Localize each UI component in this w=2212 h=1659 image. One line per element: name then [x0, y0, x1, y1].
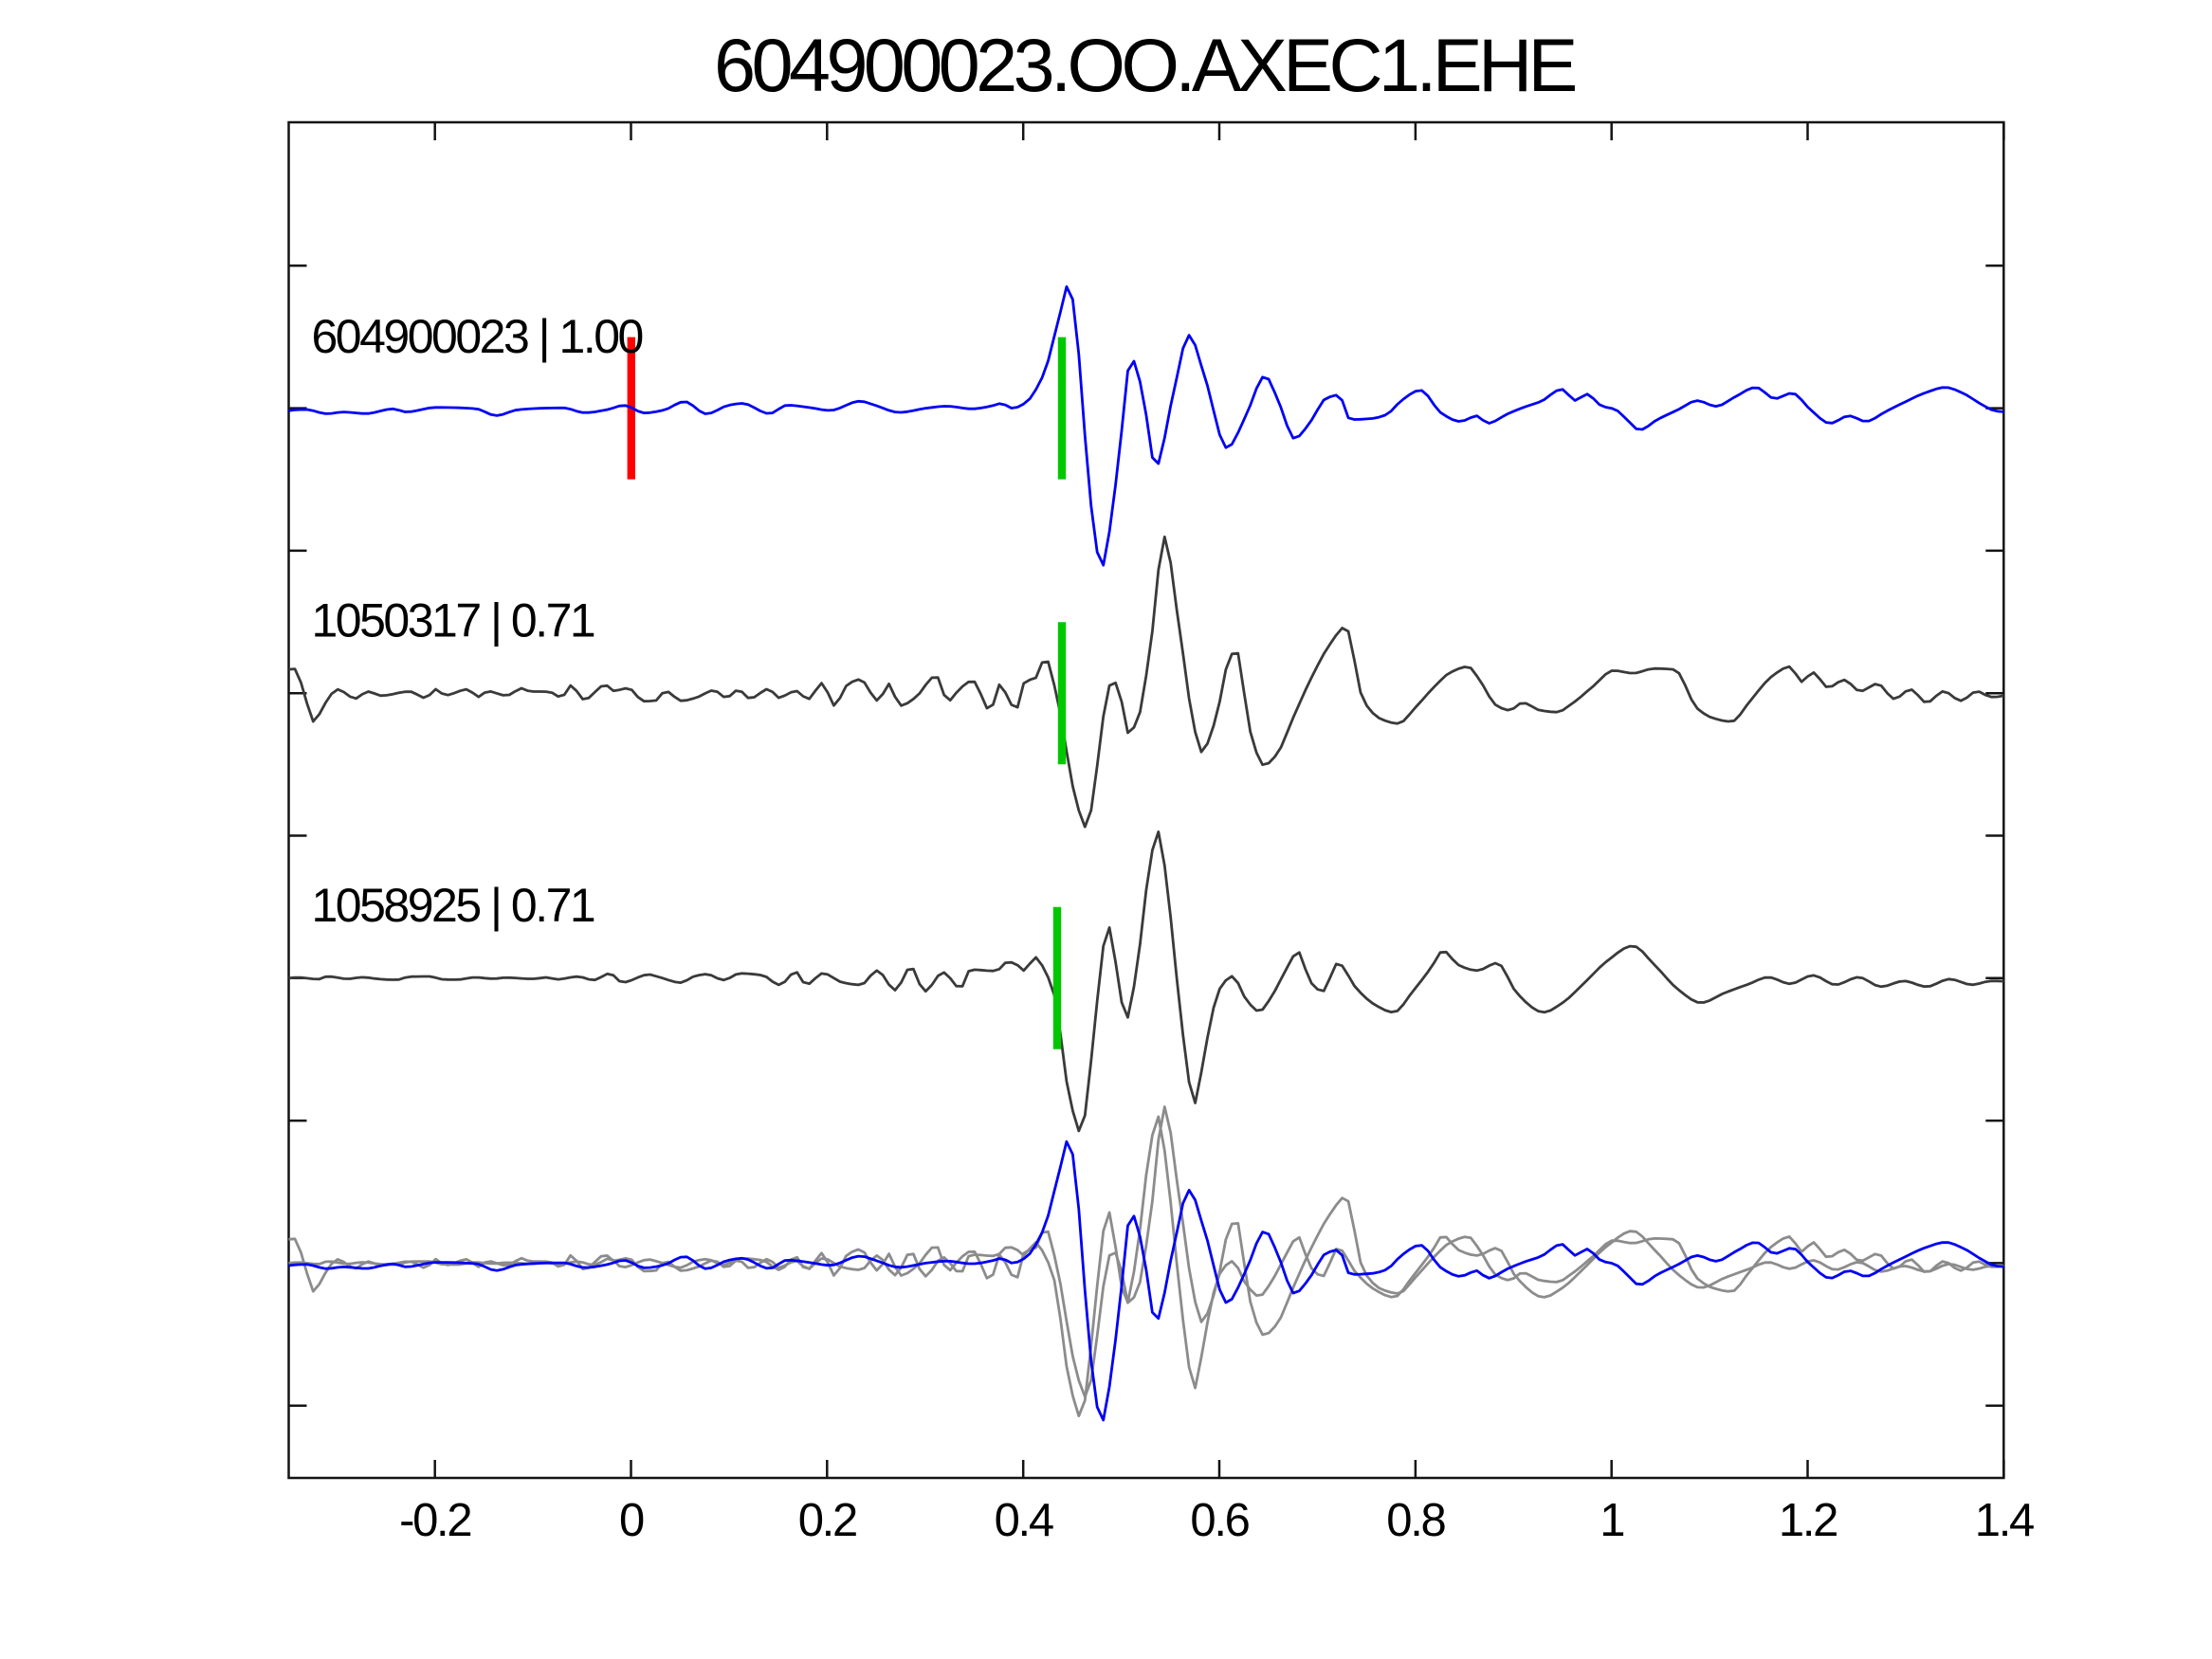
svg-text:1: 1	[1600, 1495, 1623, 1546]
svg-text:1058925 | 0.71: 1058925 | 0.71	[312, 879, 594, 932]
svg-text:604900023.OO.AXEC1.EHE: 604900023.OO.AXEC1.EHE	[714, 23, 1575, 107]
svg-text:0.2: 0.2	[798, 1495, 856, 1546]
svg-text:0.6: 0.6	[1190, 1495, 1249, 1546]
svg-text:0.4: 0.4	[995, 1495, 1053, 1546]
svg-text:1050317 | 0.71: 1050317 | 0.71	[312, 594, 594, 647]
svg-text:-0.2: -0.2	[399, 1495, 470, 1546]
svg-text:1.2: 1.2	[1779, 1495, 1837, 1546]
svg-text:604900023 | 1.00: 604900023 | 1.00	[312, 310, 643, 363]
svg-text:1.4: 1.4	[1975, 1495, 2034, 1546]
svg-text:0: 0	[619, 1495, 644, 1546]
svg-text:0.8: 0.8	[1386, 1495, 1445, 1546]
